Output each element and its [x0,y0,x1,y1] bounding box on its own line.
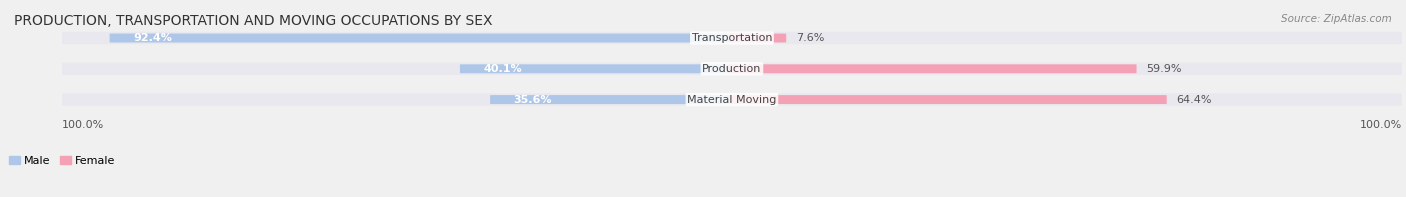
Text: 100.0%: 100.0% [62,120,104,130]
FancyBboxPatch shape [55,63,1406,75]
Text: 7.6%: 7.6% [796,33,825,43]
Text: Source: ZipAtlas.com: Source: ZipAtlas.com [1281,14,1392,24]
FancyBboxPatch shape [55,32,1406,44]
Text: Material Moving: Material Moving [688,95,776,105]
Text: 64.4%: 64.4% [1177,95,1212,105]
FancyBboxPatch shape [491,95,735,104]
FancyBboxPatch shape [728,33,786,43]
Text: 40.1%: 40.1% [484,64,522,74]
Legend: Male, Female: Male, Female [4,151,120,170]
FancyBboxPatch shape [110,33,735,43]
FancyBboxPatch shape [728,95,1167,104]
Text: 59.9%: 59.9% [1147,64,1182,74]
FancyBboxPatch shape [460,64,735,73]
Text: 100.0%: 100.0% [1360,120,1402,130]
Text: Transportation: Transportation [692,33,772,43]
FancyBboxPatch shape [55,93,1406,106]
Text: PRODUCTION, TRANSPORTATION AND MOVING OCCUPATIONS BY SEX: PRODUCTION, TRANSPORTATION AND MOVING OC… [14,14,492,28]
Text: Production: Production [702,64,762,74]
Text: 92.4%: 92.4% [134,33,172,43]
FancyBboxPatch shape [728,64,1136,73]
Text: 35.6%: 35.6% [513,95,553,105]
